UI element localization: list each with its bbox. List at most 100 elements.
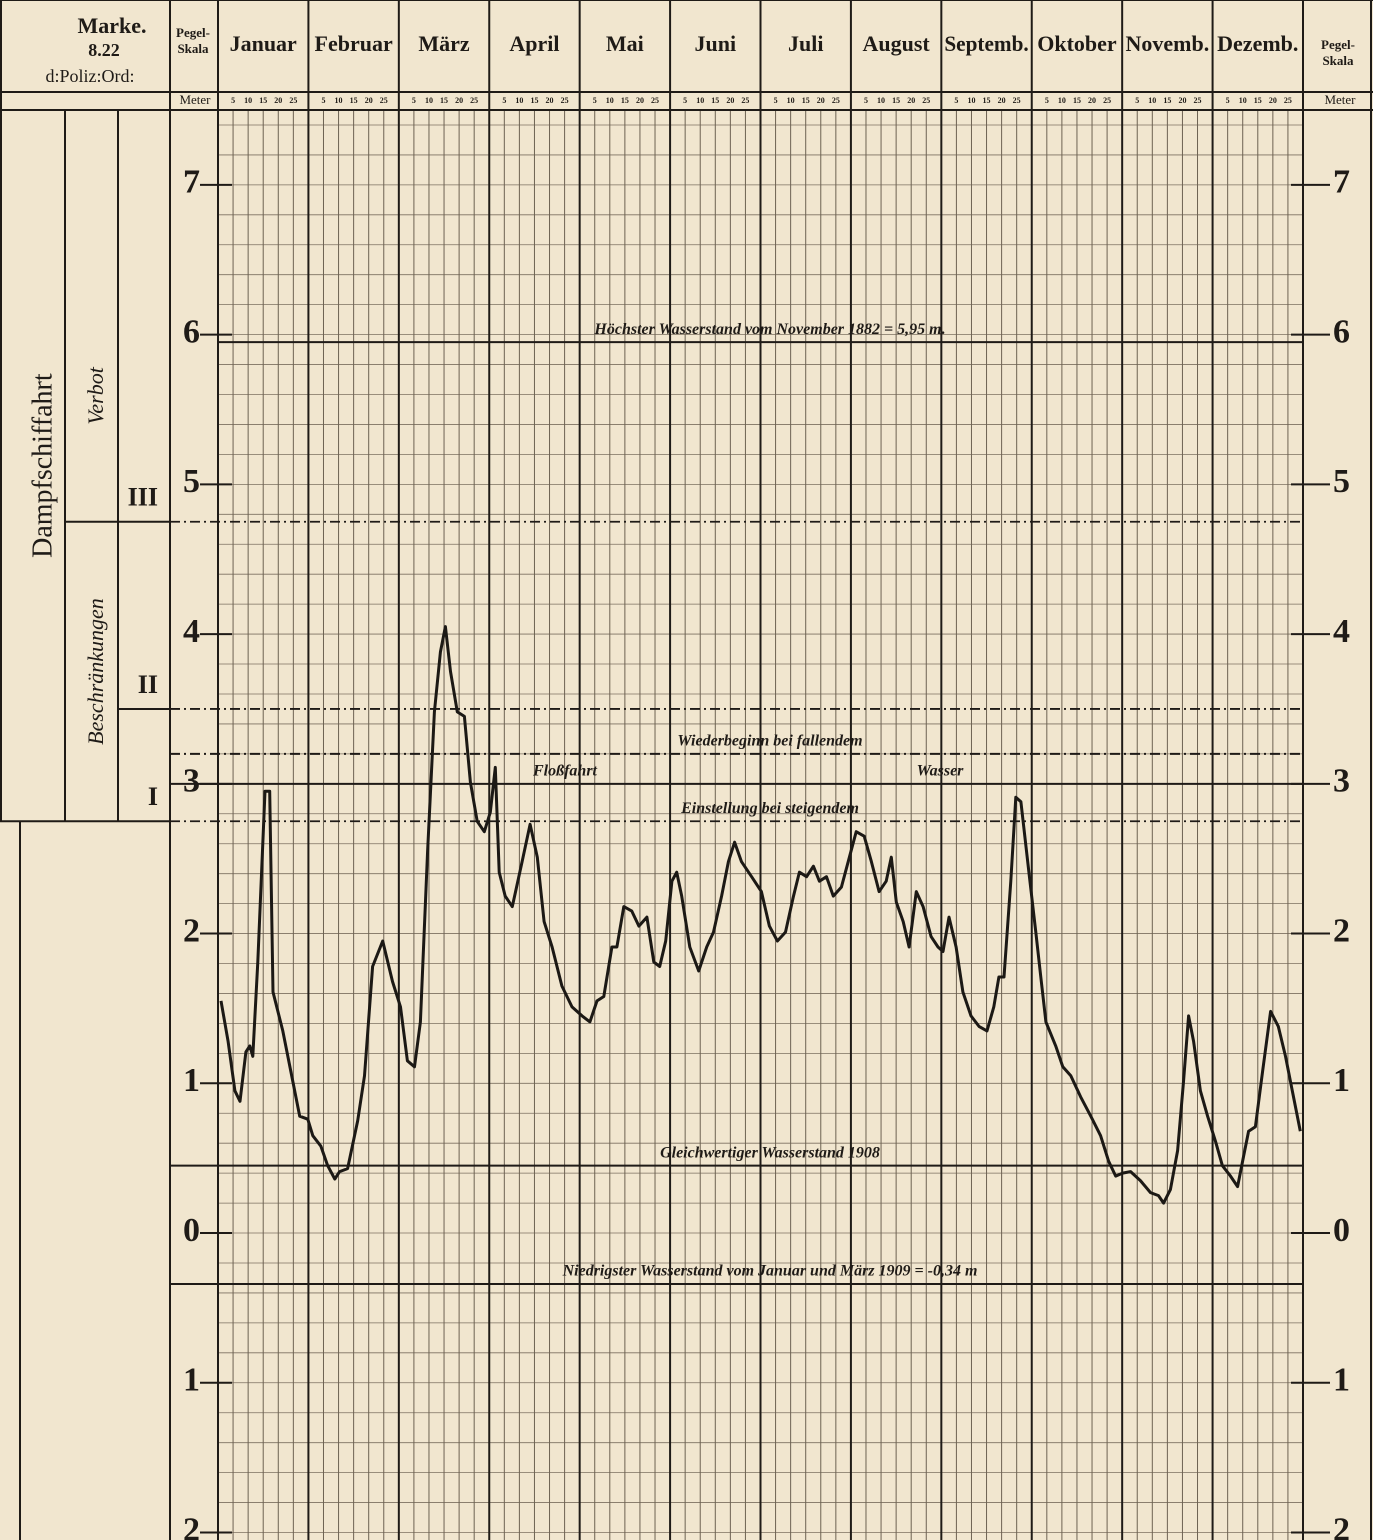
month-label: August xyxy=(863,31,931,56)
day-tick-label: 10 xyxy=(425,96,433,105)
day-tick-label: 15 xyxy=(350,96,358,105)
day-tick-label: 5 xyxy=(1135,96,1139,105)
day-tick-label: 25 xyxy=(1284,96,1292,105)
y-tick-label: 4 xyxy=(183,613,200,650)
day-tick-label: 25 xyxy=(1194,96,1202,105)
y-tick-label-right: 0 xyxy=(1333,1212,1350,1249)
day-tick-label: 5 xyxy=(231,96,235,105)
y-tick-label-right: 7 xyxy=(1333,164,1350,201)
month-label: Dezemb. xyxy=(1217,31,1298,56)
reference-label: Wasser xyxy=(917,762,965,779)
marker-number: 8.22 xyxy=(88,40,120,60)
day-tick-label: 25 xyxy=(832,96,840,105)
day-tick-label: 5 xyxy=(321,96,325,105)
scale-header-left: Pegel- xyxy=(176,25,210,40)
day-tick-label: 10 xyxy=(787,96,795,105)
month-label: Septemb. xyxy=(944,31,1028,56)
scale-header-left: Skala xyxy=(177,41,209,56)
month-label: März xyxy=(418,31,470,56)
day-tick-label: 20 xyxy=(274,96,282,105)
shipping-zone: Beschränkungen xyxy=(83,598,108,745)
day-tick-label: 15 xyxy=(892,96,900,105)
day-tick-label: 5 xyxy=(1226,96,1230,105)
month-label: Novemb. xyxy=(1126,31,1210,56)
y-tick-label: 0 xyxy=(183,1212,200,1249)
month-label: Juli xyxy=(788,31,823,56)
y-tick-label-right: 4 xyxy=(1333,613,1350,650)
day-tick-label: 25 xyxy=(1013,96,1021,105)
month-label: Juni xyxy=(694,31,736,56)
day-tick-label: 25 xyxy=(561,96,569,105)
y-tick-label: 3 xyxy=(183,763,200,800)
y-tick-label: 6 xyxy=(183,313,200,350)
shipping-level-label: III xyxy=(128,483,158,512)
day-tick-label: 15 xyxy=(983,96,991,105)
y-tick-label: 2 xyxy=(183,1511,200,1540)
day-tick-label: 20 xyxy=(546,96,554,105)
day-tick-label: 5 xyxy=(412,96,416,105)
day-tick-label: 20 xyxy=(1178,96,1186,105)
day-tick-label: 10 xyxy=(606,96,614,105)
shipping-zone: Verbot xyxy=(83,366,108,424)
y-tick-label: 1 xyxy=(183,1062,200,1099)
reference-label: Einstellung bei steigendem xyxy=(680,800,859,817)
shipping-level-label: I xyxy=(148,782,158,811)
day-tick-label: 25 xyxy=(470,96,478,105)
y-tick-label-right: 1 xyxy=(1333,1362,1350,1399)
shipping-level-label: II xyxy=(138,670,158,699)
month-label: Mai xyxy=(606,31,644,56)
marker-note: d:Poliz:Ord: xyxy=(46,66,135,86)
day-tick-label: 20 xyxy=(907,96,915,105)
day-tick-label: 10 xyxy=(1239,96,1247,105)
month-label: Januar xyxy=(230,31,297,56)
day-tick-label: 25 xyxy=(651,96,659,105)
y-tick-label: 1 xyxy=(183,1362,200,1399)
day-tick-label: 5 xyxy=(864,96,868,105)
month-label: April xyxy=(509,31,559,56)
shipping-title: Dampfschiffahrt xyxy=(27,373,58,558)
y-tick-label-right: 6 xyxy=(1333,313,1350,350)
day-tick-label: 15 xyxy=(621,96,629,105)
day-tick-label: 20 xyxy=(1088,96,1096,105)
day-tick-label: 25 xyxy=(741,96,749,105)
day-tick-label: 15 xyxy=(1254,96,1262,105)
reference-label: Gleichwertiger Wasserstand 1908 xyxy=(660,1144,880,1161)
marker-title: Marke. xyxy=(77,13,146,38)
y-tick-label-right: 2 xyxy=(1333,912,1350,949)
reference-label: Wiederbeginn bei fallendem xyxy=(677,733,862,750)
day-tick-label: 5 xyxy=(683,96,687,105)
reference-label: Niedrigster Wasserstand vom Januar und M… xyxy=(562,1263,978,1280)
day-tick-label: 10 xyxy=(1148,96,1156,105)
month-label: Oktober xyxy=(1037,31,1117,56)
day-tick-label: 20 xyxy=(998,96,1006,105)
day-tick-label: 5 xyxy=(1045,96,1049,105)
day-tick-label: 15 xyxy=(440,96,448,105)
scale-unit-left: Meter xyxy=(179,92,211,107)
day-tick-label: 10 xyxy=(877,96,885,105)
day-tick-label: 15 xyxy=(259,96,267,105)
day-tick-label: 20 xyxy=(817,96,825,105)
y-tick-label-right: 2 xyxy=(1333,1511,1350,1540)
day-tick-label: 10 xyxy=(696,96,704,105)
day-tick-label: 20 xyxy=(636,96,644,105)
day-tick-label: 10 xyxy=(244,96,252,105)
day-tick-label: 20 xyxy=(455,96,463,105)
day-tick-label: 5 xyxy=(502,96,506,105)
day-tick-label: 25 xyxy=(922,96,930,105)
y-tick-label: 7 xyxy=(183,164,200,201)
day-tick-label: 5 xyxy=(593,96,597,105)
day-tick-label: 15 xyxy=(802,96,810,105)
reference-label: Floßfahrt xyxy=(532,762,598,779)
day-tick-label: 10 xyxy=(515,96,523,105)
scale-header-right: Pegel- xyxy=(1321,37,1355,52)
water-level-line xyxy=(219,625,1302,1205)
reference-label: Höchster Wasserstand vom November 1882 =… xyxy=(593,321,945,338)
day-tick-label: 15 xyxy=(1073,96,1081,105)
day-tick-label: 5 xyxy=(774,96,778,105)
month-label: Februar xyxy=(315,31,393,56)
day-tick-label: 15 xyxy=(1163,96,1171,105)
day-tick-label: 20 xyxy=(1269,96,1277,105)
day-tick-label: 25 xyxy=(380,96,388,105)
